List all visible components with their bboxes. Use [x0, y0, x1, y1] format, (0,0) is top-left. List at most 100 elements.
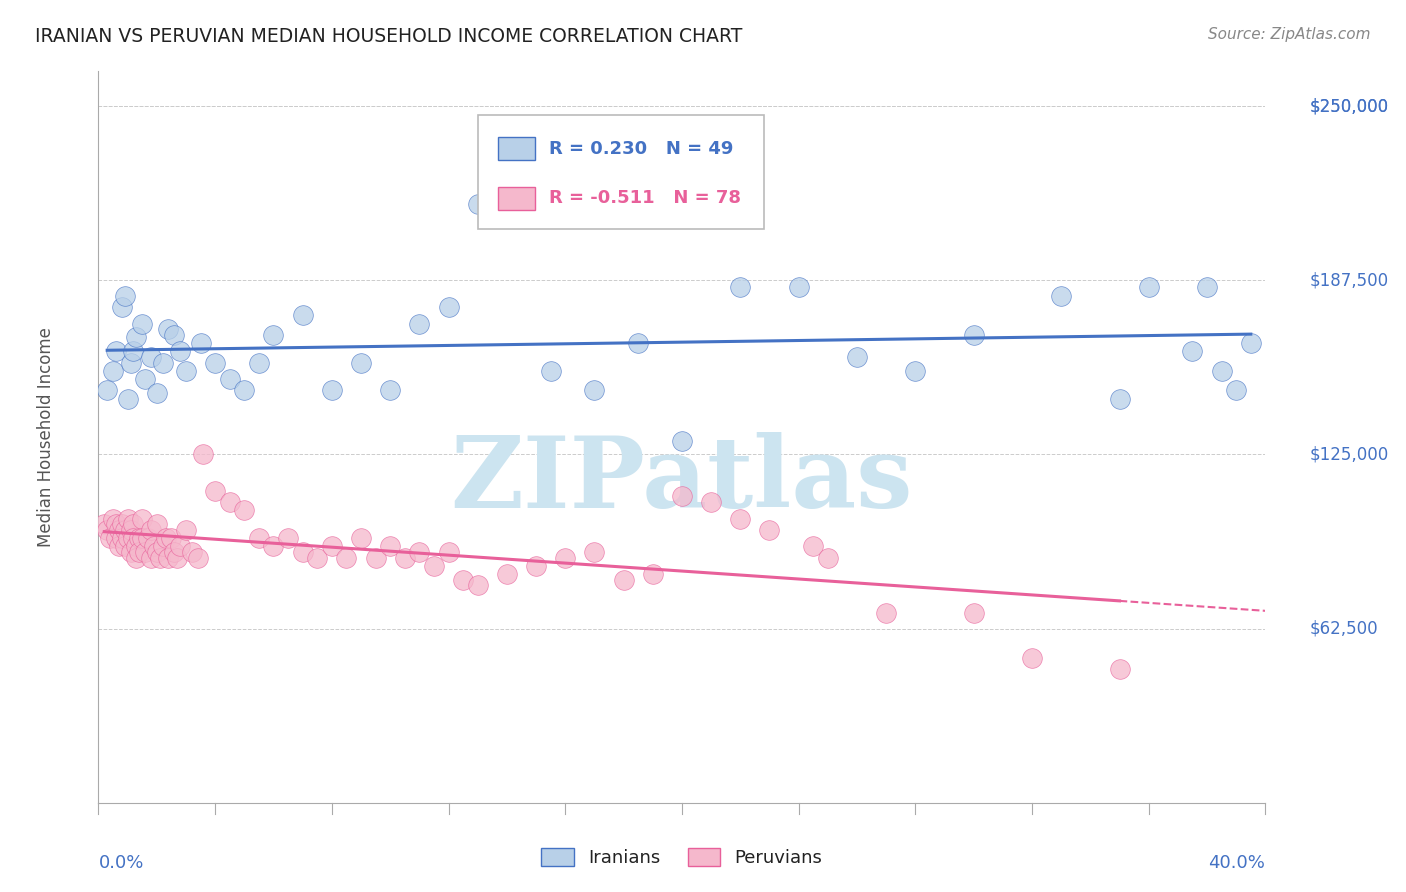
- Point: [139, 350, 162, 364]
- Point: [380, 540, 402, 554]
- Point: [114, 540, 136, 554]
- Point: [169, 344, 191, 359]
- Point: [583, 384, 606, 398]
- Point: [218, 372, 240, 386]
- Point: [152, 355, 174, 369]
- Point: [335, 550, 357, 565]
- Point: [120, 545, 142, 559]
- Point: [120, 523, 142, 537]
- Point: [122, 517, 145, 532]
- Text: $187,500: $187,500: [1309, 271, 1388, 289]
- Point: [117, 392, 139, 406]
- Point: [96, 523, 118, 537]
- Point: [1137, 280, 1160, 294]
- Legend: Iranians, Peruvians: Iranians, Peruvians: [534, 840, 830, 874]
- Point: [155, 531, 177, 545]
- Point: [730, 280, 752, 294]
- Point: [114, 523, 136, 537]
- Point: [962, 327, 984, 342]
- Point: [108, 523, 131, 537]
- Point: [187, 550, 209, 565]
- Point: [321, 384, 343, 398]
- Text: 0.0%: 0.0%: [98, 854, 143, 872]
- Point: [263, 327, 285, 342]
- Point: [408, 317, 430, 331]
- Text: $250,000: $250,000: [1309, 97, 1388, 115]
- Point: [146, 545, 169, 559]
- Point: [787, 280, 810, 294]
- Point: [204, 483, 226, 498]
- Point: [1240, 336, 1263, 351]
- Point: [108, 540, 131, 554]
- Point: [583, 545, 606, 559]
- Point: [350, 531, 373, 545]
- Point: [233, 503, 256, 517]
- Point: [193, 448, 215, 462]
- Point: [524, 558, 547, 573]
- Point: [125, 550, 148, 565]
- Point: [540, 364, 562, 378]
- Point: [423, 558, 446, 573]
- Point: [641, 567, 664, 582]
- Point: [671, 434, 693, 448]
- Point: [101, 511, 124, 525]
- Point: [671, 489, 693, 503]
- Point: [111, 531, 134, 545]
- Point: [166, 550, 188, 565]
- Point: [98, 531, 121, 545]
- Point: [174, 364, 197, 378]
- Point: [627, 336, 650, 351]
- Point: [134, 545, 156, 559]
- Point: [1181, 344, 1204, 359]
- Point: [904, 364, 927, 378]
- Point: [291, 308, 314, 322]
- Point: [117, 511, 139, 525]
- Point: [96, 384, 118, 398]
- Point: [263, 540, 285, 554]
- Text: IRANIAN VS PERUVIAN MEDIAN HOUSEHOLD INCOME CORRELATION CHART: IRANIAN VS PERUVIAN MEDIAN HOUSEHOLD INC…: [35, 27, 742, 45]
- Point: [1108, 662, 1130, 676]
- Point: [160, 531, 183, 545]
- Point: [190, 336, 212, 351]
- FancyBboxPatch shape: [498, 186, 534, 211]
- Point: [139, 523, 162, 537]
- Point: [163, 327, 186, 342]
- Point: [131, 531, 153, 545]
- Point: [437, 300, 460, 314]
- Point: [128, 545, 150, 559]
- Point: [437, 545, 460, 559]
- Point: [134, 372, 156, 386]
- Point: [218, 495, 240, 509]
- Point: [394, 550, 416, 565]
- Point: [451, 573, 474, 587]
- Point: [157, 322, 180, 336]
- Text: Source: ZipAtlas.com: Source: ZipAtlas.com: [1208, 27, 1371, 42]
- Point: [277, 531, 299, 545]
- Point: [1021, 651, 1043, 665]
- Point: [122, 344, 145, 359]
- Point: [364, 550, 387, 565]
- Point: [817, 550, 839, 565]
- Point: [380, 384, 402, 398]
- Point: [962, 607, 984, 621]
- Point: [1211, 364, 1233, 378]
- Point: [846, 350, 869, 364]
- Point: [117, 531, 139, 545]
- Point: [131, 317, 153, 331]
- Point: [93, 517, 115, 532]
- Point: [700, 495, 723, 509]
- Point: [169, 540, 191, 554]
- Point: [233, 384, 256, 398]
- Point: [307, 550, 329, 565]
- Point: [104, 344, 127, 359]
- Point: [104, 531, 127, 545]
- Point: [152, 540, 174, 554]
- Point: [128, 531, 150, 545]
- Point: [125, 330, 148, 344]
- Point: [350, 355, 373, 369]
- Point: [875, 607, 897, 621]
- Text: ZIPatlas: ZIPatlas: [451, 433, 912, 530]
- Text: R = -0.511   N = 78: R = -0.511 N = 78: [548, 189, 741, 208]
- Point: [1225, 384, 1247, 398]
- Text: $125,000: $125,000: [1309, 445, 1388, 464]
